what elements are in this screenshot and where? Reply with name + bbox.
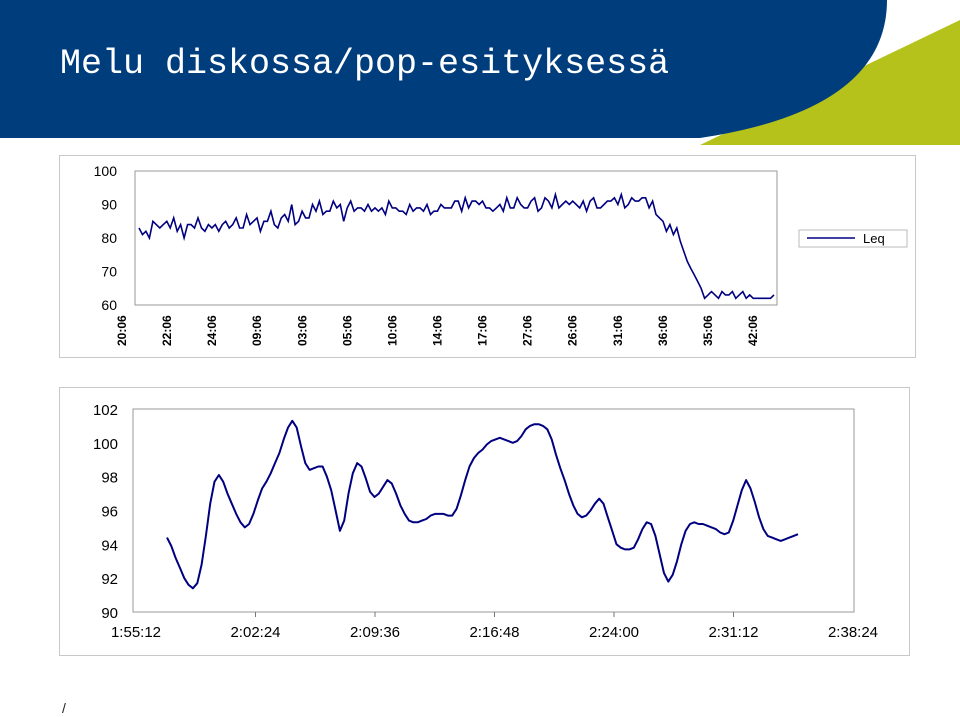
header-panel bbox=[0, 0, 887, 138]
header-band: Melu diskossa/pop-esityksessä bbox=[0, 0, 960, 145]
y-tick-label: 96 bbox=[101, 504, 118, 521]
y-tick-label: 90 bbox=[101, 197, 117, 213]
y-tick-label: 100 bbox=[93, 436, 118, 453]
leq-chart: 60 70 80 90 100 20:06 22:06 24:06 09:06 03:06 05:0… bbox=[94, 163, 908, 346]
x-tick-label: 14:06 bbox=[431, 315, 445, 346]
x-tick-label: 27:06 bbox=[521, 315, 535, 346]
x-tick-label: 31:06 bbox=[611, 315, 625, 346]
x-tick-label: 24:06 bbox=[205, 315, 219, 346]
x-tick-label: 2:09:36 bbox=[350, 624, 400, 641]
y-tick-label: 100 bbox=[94, 163, 118, 179]
chart-panel-detail: 90 92 94 96 98 100 102 1:55:12 2:02:24 2:09:36 2:1… bbox=[59, 387, 910, 656]
x-tick-label: 2:38:24 bbox=[828, 624, 878, 641]
x-tick-label: 1:55:12 bbox=[111, 624, 161, 641]
x-tick-label: 09:06 bbox=[250, 315, 264, 346]
x-tick-label: 22:06 bbox=[160, 315, 174, 346]
x-tick-label: 35:06 bbox=[701, 315, 715, 346]
x-tick-label: 05:06 bbox=[340, 315, 354, 346]
header-background bbox=[0, 0, 960, 145]
legend: Leq bbox=[798, 229, 908, 248]
x-tick-label: 2:02:24 bbox=[230, 624, 280, 641]
x-tick-label: 03:06 bbox=[295, 315, 309, 346]
plot-area bbox=[134, 170, 778, 306]
x-tick-label: 17:06 bbox=[476, 315, 490, 346]
y-tick-label: 94 bbox=[101, 537, 118, 554]
y-tick-label: 92 bbox=[101, 571, 118, 588]
detail-chart: 90 92 94 96 98 100 102 1:55:12 2:02:24 2:09:36 2:1… bbox=[93, 402, 878, 641]
chart-panel-leq: 60 70 80 90 100 20:06 22:06 24:06 09:06 03:06 05:0… bbox=[59, 155, 916, 358]
series-line-detail bbox=[166, 419, 799, 590]
x-tick-label: 20:06 bbox=[115, 315, 129, 346]
legend-label: Leq bbox=[863, 231, 885, 246]
page-title: Melu diskossa/pop-esityksessä bbox=[60, 44, 670, 84]
y-tick-label: 98 bbox=[101, 470, 118, 487]
x-tick-label: 26:06 bbox=[566, 315, 580, 346]
y-tick-label: 102 bbox=[93, 402, 118, 419]
y-tick-label: 90 bbox=[101, 605, 118, 622]
x-tick-label: 2:16:48 bbox=[469, 624, 519, 641]
x-tick-label: 42:06 bbox=[746, 315, 760, 346]
footer-mark: / bbox=[62, 700, 66, 716]
x-tick-label: 2:31:12 bbox=[708, 624, 758, 641]
x-tick-label: 36:06 bbox=[656, 315, 670, 346]
x-tick-label: 10:06 bbox=[385, 315, 399, 346]
y-tick-label: 80 bbox=[101, 230, 117, 246]
series-line-leq bbox=[138, 191, 775, 300]
plot-area bbox=[132, 408, 855, 613]
x-tick-label: 2:24:00 bbox=[589, 624, 639, 641]
y-tick-label: 70 bbox=[101, 264, 117, 280]
y-tick-label: 60 bbox=[101, 297, 117, 313]
